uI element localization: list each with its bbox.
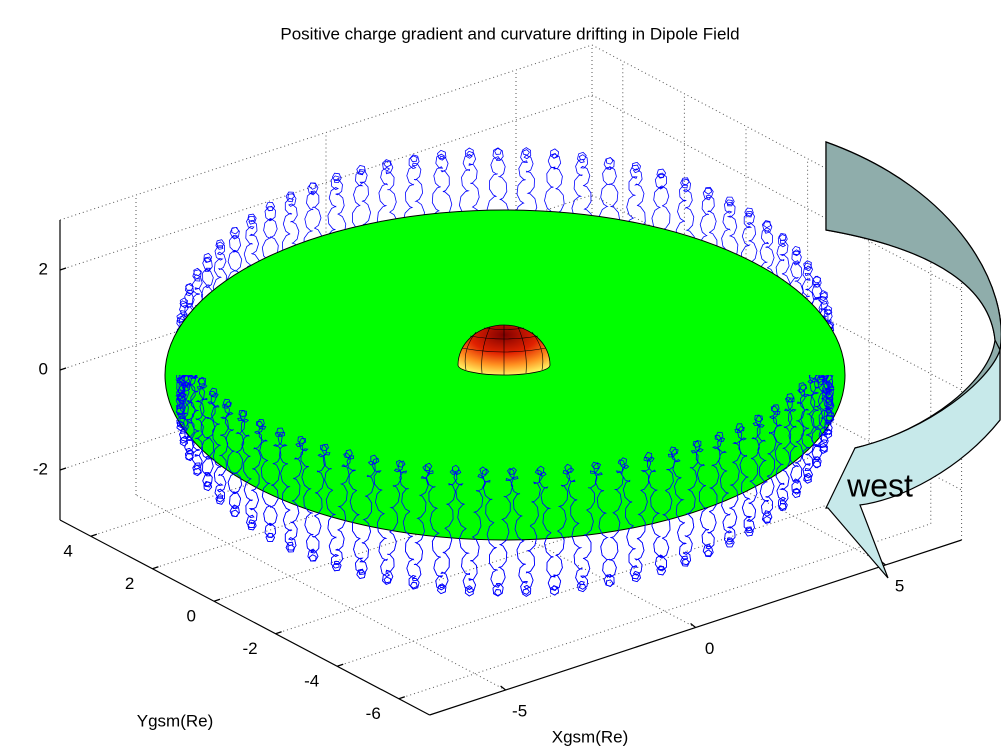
- x-tick-label: 5: [895, 576, 904, 595]
- annotation: west: [846, 467, 913, 503]
- z-tick-label: 2: [39, 259, 48, 278]
- grid-line: [275, 458, 808, 635]
- box-edge: [59, 44, 593, 221]
- y-tick: [398, 696, 405, 700]
- direction-arrow: west: [825, 141, 1001, 579]
- earth-dome: [457, 324, 551, 376]
- z-tick-label: -2: [33, 459, 48, 478]
- y-tick: [337, 663, 344, 667]
- grid-line: [135, 494, 506, 691]
- trajectory-front: [175, 375, 835, 597]
- chart-title: Positive charge gradient and curvature d…: [280, 24, 739, 43]
- z-tick: [59, 267, 67, 271]
- z-tick-label: 0: [39, 359, 48, 378]
- y-tick: [90, 533, 97, 537]
- grid-line: [591, 94, 962, 291]
- x-axis-label: Xgsm(Re): [552, 727, 629, 746]
- grid-line: [337, 490, 870, 667]
- y-tick-label: 2: [125, 574, 134, 593]
- y-tick-label: 4: [63, 542, 72, 561]
- grid-line: [398, 523, 931, 700]
- x-tick-label: 0: [705, 639, 714, 658]
- y-tick: [152, 566, 159, 570]
- y-tick-label: -6: [366, 704, 381, 723]
- y-tick: [213, 598, 221, 602]
- y-tick: [275, 631, 282, 635]
- x-tick-label: -5: [512, 701, 527, 720]
- grid-line: [59, 94, 593, 271]
- y-tick-label: 0: [187, 607, 196, 626]
- y-axis: [59, 519, 430, 716]
- z-tick: [59, 367, 67, 371]
- x-tick: [500, 685, 506, 691]
- y-tick-label: -2: [242, 639, 257, 658]
- trajectory-path: [175, 375, 835, 597]
- x-tick: [690, 623, 696, 628]
- y-axis-label: Ygsm(Re): [137, 711, 214, 730]
- z-tick: [59, 467, 67, 471]
- y-tick-label: -4: [304, 672, 319, 691]
- axes: -2 0 2 -6 -4 -2 0 2 4 -5 0 5: [33, 220, 962, 723]
